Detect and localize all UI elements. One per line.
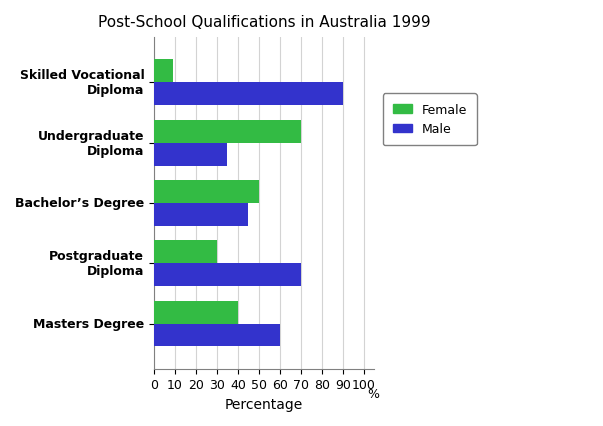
- Bar: [154, 181, 259, 204]
- Bar: [154, 83, 343, 106]
- Bar: [154, 143, 227, 166]
- Legend: Female, Male: Female, Male: [383, 94, 477, 146]
- Bar: [154, 324, 280, 347]
- Bar: [154, 121, 301, 143]
- Title: Post-School Qualifications in Australia 1999: Post-School Qualifications in Australia …: [98, 15, 431, 30]
- Bar: [154, 264, 301, 286]
- Bar: [154, 301, 238, 324]
- Bar: [154, 60, 173, 83]
- Text: %: %: [367, 387, 379, 400]
- X-axis label: Percentage: Percentage: [225, 397, 303, 411]
- Bar: [154, 204, 248, 226]
- Bar: [154, 241, 217, 264]
